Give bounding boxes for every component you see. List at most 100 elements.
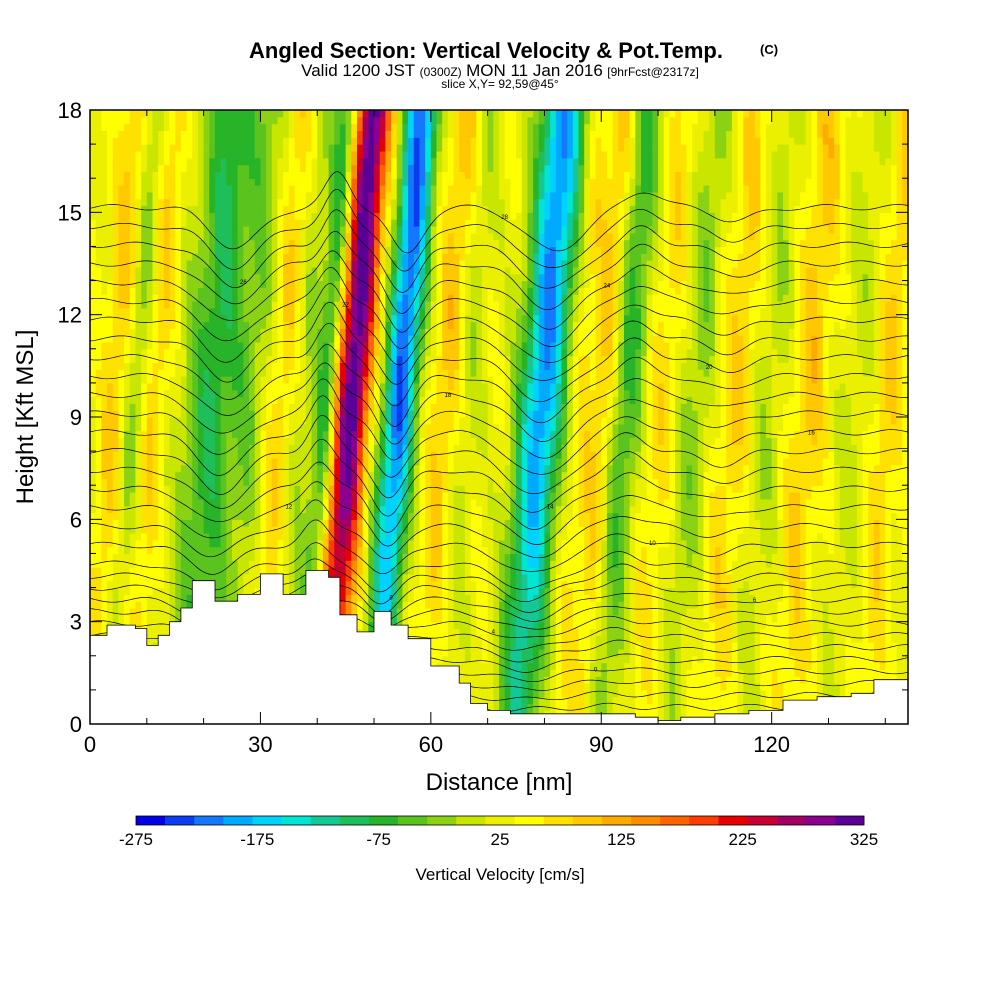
velocity-cell bbox=[169, 396, 176, 404]
velocity-cell bbox=[197, 219, 205, 227]
velocity-cell bbox=[266, 341, 273, 350]
velocity-cell bbox=[101, 335, 108, 343]
velocity-cell bbox=[90, 621, 97, 630]
velocity-cell bbox=[305, 246, 313, 254]
velocity-cell bbox=[175, 157, 182, 166]
velocity-cell bbox=[288, 198, 296, 207]
velocity-cell bbox=[141, 444, 148, 452]
velocity-cell bbox=[368, 498, 375, 507]
velocity-cell bbox=[95, 512, 102, 520]
velocity-cell bbox=[328, 301, 335, 309]
velocity-cell bbox=[254, 110, 262, 118]
velocity-cell bbox=[214, 150, 222, 159]
velocity-cell bbox=[317, 451, 324, 459]
velocity-cell bbox=[288, 273, 296, 282]
velocity-cell bbox=[152, 191, 159, 200]
velocity-cell bbox=[351, 273, 358, 282]
velocity-cell bbox=[203, 464, 210, 473]
velocity-cell bbox=[95, 294, 102, 302]
velocity-cell bbox=[322, 498, 330, 507]
velocity-cell bbox=[396, 266, 404, 275]
velocity-cell bbox=[345, 157, 352, 166]
velocity-cell bbox=[232, 219, 239, 227]
velocity-cell bbox=[368, 246, 375, 254]
velocity-cell bbox=[180, 587, 188, 595]
velocity-cell bbox=[254, 144, 262, 152]
velocity-cell bbox=[180, 478, 188, 486]
velocity-cell bbox=[391, 205, 398, 213]
velocity-cell bbox=[220, 335, 227, 343]
velocity-cell bbox=[266, 123, 273, 132]
velocity-cell bbox=[300, 376, 307, 384]
velocity-cell bbox=[249, 157, 256, 166]
velocity-cell bbox=[283, 266, 290, 275]
velocity-cell bbox=[180, 219, 188, 227]
velocity-cell bbox=[232, 260, 239, 268]
velocity-cell bbox=[277, 423, 284, 432]
velocity-cell bbox=[391, 280, 398, 288]
velocity-cell bbox=[101, 430, 108, 439]
velocity-cell bbox=[277, 492, 284, 500]
velocity-cell bbox=[322, 539, 330, 548]
velocity-cell bbox=[300, 519, 307, 527]
velocity-cell bbox=[294, 205, 301, 213]
velocity-cell bbox=[254, 287, 262, 295]
velocity-cell bbox=[90, 348, 97, 357]
velocity-cell bbox=[345, 116, 352, 125]
velocity-cell bbox=[129, 307, 137, 316]
velocity-cell bbox=[146, 567, 154, 575]
velocity-cell bbox=[107, 328, 114, 336]
velocity-cell bbox=[345, 396, 352, 404]
velocity-cell bbox=[317, 137, 324, 145]
velocity-cell bbox=[152, 260, 159, 268]
velocity-cell bbox=[163, 253, 171, 261]
velocity-cell bbox=[232, 232, 239, 241]
velocity-cell bbox=[90, 150, 97, 159]
velocity-cell bbox=[163, 185, 171, 193]
velocity-cell bbox=[288, 328, 296, 336]
velocity-cell bbox=[391, 573, 398, 582]
velocity-cell bbox=[379, 178, 386, 186]
velocity-cell bbox=[163, 444, 171, 452]
velocity-cell bbox=[271, 389, 279, 398]
velocity-cell bbox=[192, 348, 199, 357]
velocity-cell bbox=[317, 157, 324, 166]
velocity-cell bbox=[237, 225, 244, 234]
velocity-cell bbox=[169, 266, 176, 275]
velocity-cell bbox=[391, 430, 398, 439]
velocity-cell bbox=[300, 587, 307, 595]
velocity-cell bbox=[345, 573, 352, 582]
velocity-cell bbox=[237, 376, 244, 384]
velocity-cell bbox=[391, 307, 398, 316]
velocity-cell bbox=[271, 266, 279, 275]
velocity-cell bbox=[152, 635, 159, 643]
velocity-cell bbox=[362, 328, 369, 336]
velocity-cell bbox=[243, 171, 250, 179]
velocity-cell bbox=[288, 362, 296, 370]
velocity-cell bbox=[328, 130, 335, 138]
velocity-cell bbox=[317, 532, 324, 541]
velocity-cell bbox=[214, 573, 222, 582]
velocity-cell bbox=[169, 601, 176, 609]
velocity-cell bbox=[254, 307, 262, 316]
velocity-cell bbox=[237, 157, 244, 166]
velocity-cell bbox=[158, 423, 165, 432]
velocity-cell bbox=[175, 260, 182, 268]
velocity-cell bbox=[249, 539, 256, 548]
velocity-cell bbox=[175, 478, 182, 486]
velocity-cell bbox=[107, 144, 114, 152]
velocity-cell bbox=[152, 464, 159, 473]
velocity-cell bbox=[112, 191, 119, 200]
velocity-cell bbox=[237, 232, 244, 241]
velocity-cell bbox=[271, 273, 279, 282]
velocity-cell bbox=[385, 116, 392, 125]
velocity-cell bbox=[254, 444, 262, 452]
velocity-cell bbox=[124, 355, 131, 364]
velocity-cell bbox=[283, 512, 290, 520]
velocity-cell bbox=[232, 239, 239, 248]
velocity-cell bbox=[379, 376, 386, 384]
velocity-cell bbox=[186, 185, 193, 193]
velocity-cell bbox=[402, 492, 409, 500]
velocity-cell bbox=[129, 471, 137, 479]
velocity-cell bbox=[339, 594, 347, 602]
